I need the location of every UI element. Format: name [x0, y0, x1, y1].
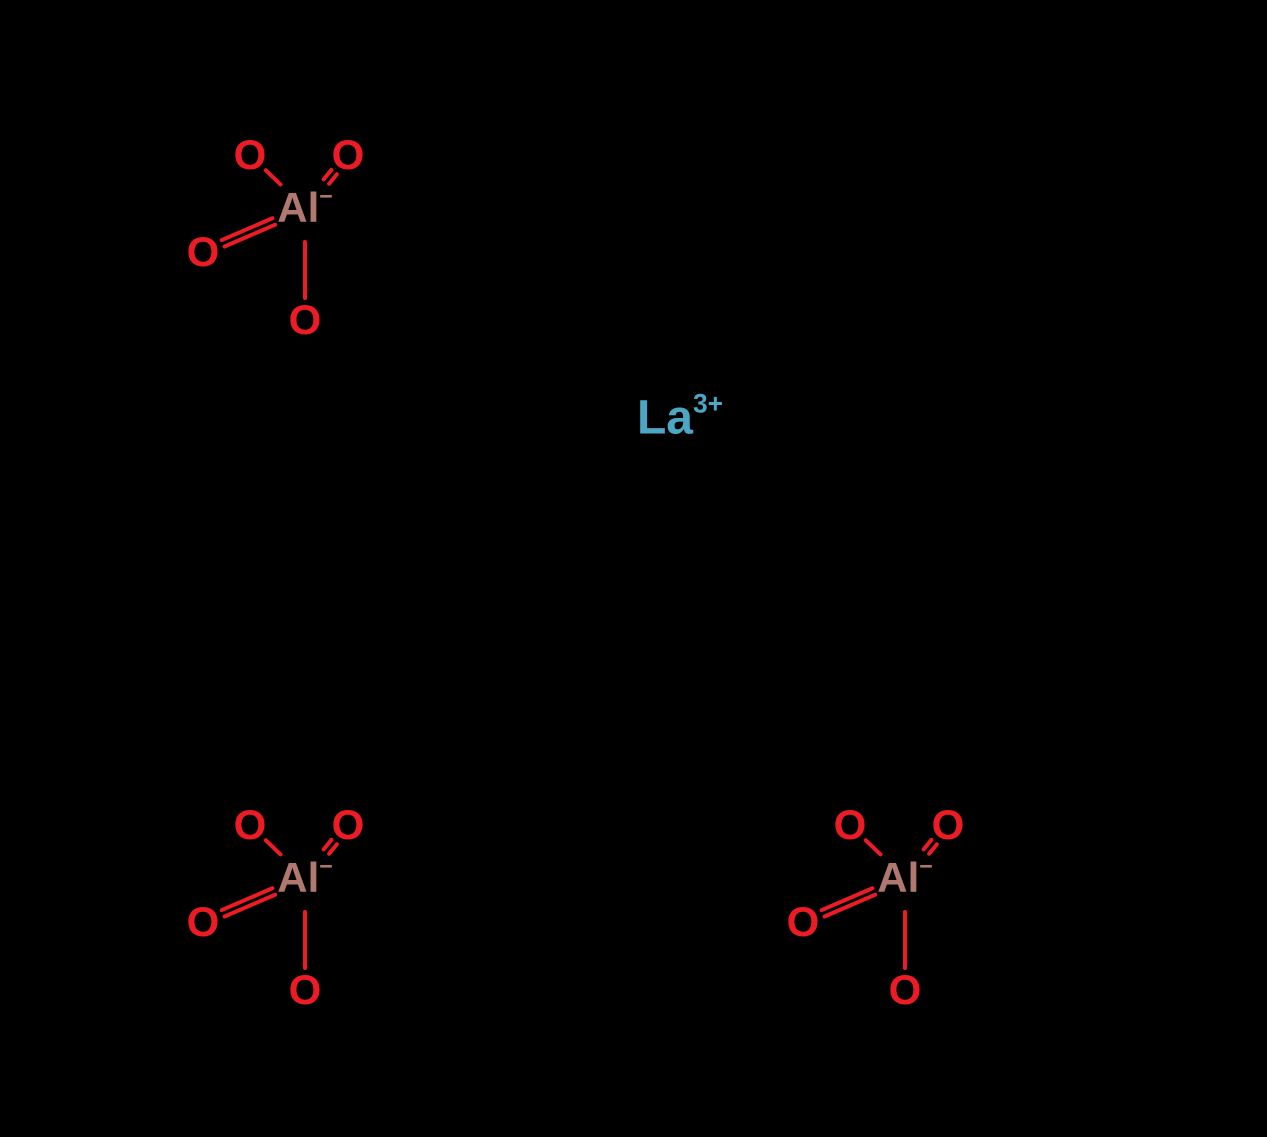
frag-top-o2-symbol: O — [332, 131, 365, 178]
frag-bottom-left-aluminum: Al− — [277, 854, 333, 902]
frag-bottom-right-o3: O — [787, 898, 820, 946]
lanthanum-ion: La3+ — [637, 391, 723, 446]
frag-bottom-right-o4-symbol: O — [889, 966, 922, 1013]
frag-bottom-left-o3-symbol: O — [187, 898, 220, 945]
frag-bottom-left-o1-symbol: O — [234, 801, 267, 848]
chem-stage: La3+Al−OOOOAl−OOOOAl−OOOO — [0, 0, 1267, 1137]
frag-top-o3: O — [187, 228, 220, 276]
frag-bottom-left-o2-symbol: O — [332, 801, 365, 848]
frag-bottom-left-o2: O — [332, 801, 365, 849]
frag-bottom-right-o2-symbol: O — [932, 801, 965, 848]
frag-bottom-right-o1-symbol: O — [834, 801, 867, 848]
frag-top-o3-symbol: O — [187, 228, 220, 275]
frag-top-o2: O — [332, 131, 365, 179]
frag-top-o4: O — [289, 296, 322, 344]
bond-layer — [0, 0, 1267, 1137]
frag-bottom-left-o4: O — [289, 966, 322, 1014]
frag-bottom-right-aluminum: Al− — [877, 854, 933, 902]
frag-bottom-left-o4-symbol: O — [289, 966, 322, 1013]
frag-top-o1: O — [234, 131, 267, 179]
frag-bottom-left-aluminum-symbol: Al — [277, 854, 319, 901]
frag-bottom-right-aluminum-symbol: Al — [877, 854, 919, 901]
frag-top-o1-symbol: O — [234, 131, 267, 178]
frag-bottom-left-aluminum-charge: − — [319, 853, 333, 879]
frag-bottom-left-o3: O — [187, 898, 220, 946]
frag-top-aluminum-symbol: Al — [277, 184, 319, 231]
frag-bottom-right-o1: O — [834, 801, 867, 849]
frag-bottom-right-o4: O — [889, 966, 922, 1014]
frag-top-aluminum-charge: − — [319, 183, 333, 209]
frag-bottom-right-o3-symbol: O — [787, 898, 820, 945]
frag-bottom-left-o1: O — [234, 801, 267, 849]
frag-top-o4-symbol: O — [289, 296, 322, 343]
frag-bottom-right-aluminum-charge: − — [919, 853, 933, 879]
lanthanum-ion-symbol: La — [637, 392, 693, 445]
lanthanum-ion-charge: 3+ — [693, 389, 723, 419]
frag-bottom-right-o2: O — [932, 801, 965, 849]
frag-top-aluminum: Al− — [277, 184, 333, 232]
